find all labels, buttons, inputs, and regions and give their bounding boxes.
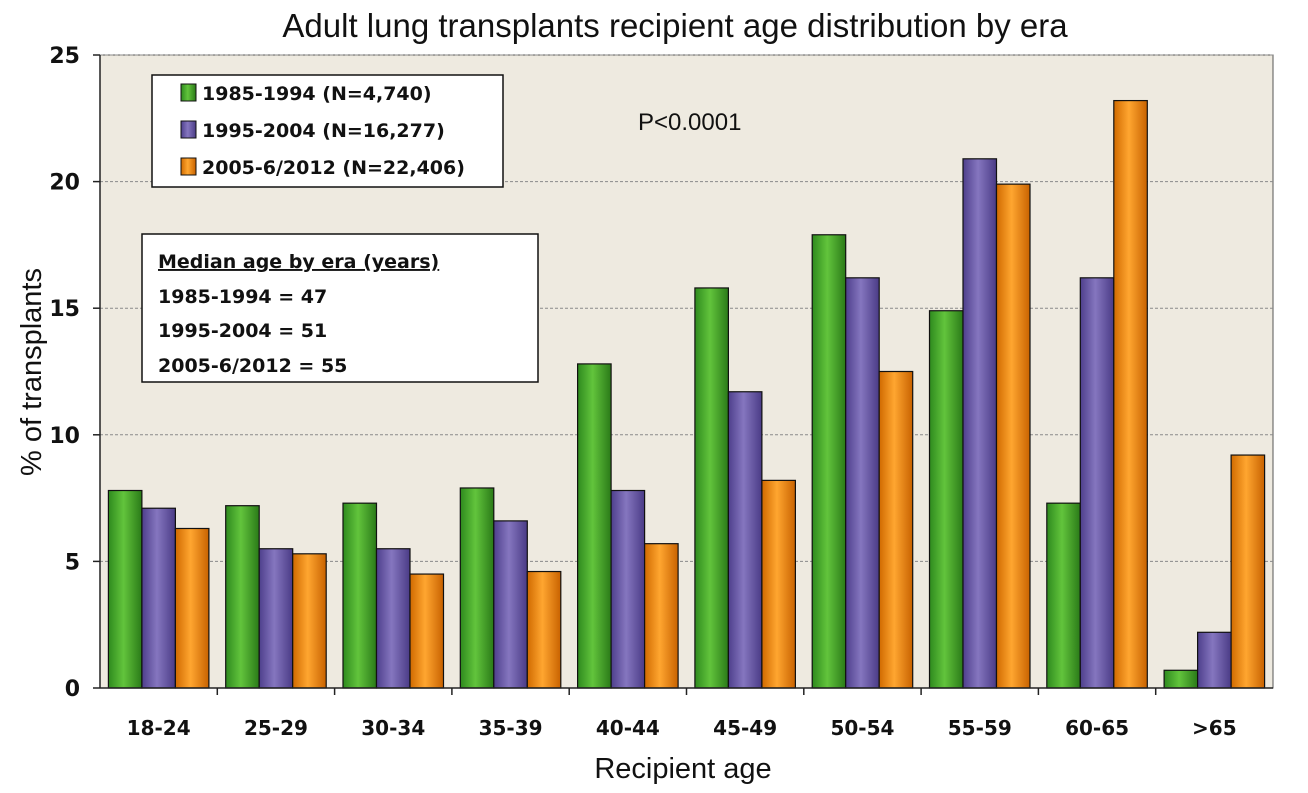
bar-30-34-series-2 <box>409 573 445 689</box>
y-tick-label: 10 <box>49 424 80 449</box>
bar-60-65-series-1 <box>1079 277 1115 689</box>
p-value-annotation: P<0.0001 <box>638 109 741 136</box>
bar-25-29-series-1 <box>258 548 294 689</box>
bar-35-39-series-0 <box>459 487 495 689</box>
bar-45-49-series-1 <box>727 391 763 689</box>
legend-label-2: 2005-6/2012 (N=22,406) <box>202 157 465 179</box>
x-tick-label: 25-29 <box>244 716 308 740</box>
bar-60-65-series-2 <box>1113 99 1148 689</box>
y-tick-label: 25 <box>49 44 80 69</box>
bar-18-24-series-0 <box>107 489 143 689</box>
bar-25-29-series-0 <box>225 505 260 689</box>
bar-35-39-series-1 <box>493 520 528 689</box>
bar-40-44-series-2 <box>643 543 679 689</box>
legend-swatch-0 <box>180 83 197 102</box>
bar-40-44-series-0 <box>576 363 612 689</box>
x-tick-label: 55-59 <box>948 716 1012 740</box>
bar-30-34-series-0 <box>342 502 378 689</box>
y-tick-label: 20 <box>49 171 80 196</box>
legend-swatch-1 <box>180 120 197 139</box>
y-tick-label: 5 <box>65 550 80 575</box>
x-axis-title: Recipient age <box>594 753 771 785</box>
bar-25-29-series-2 <box>292 553 327 689</box>
bar-18-24-series-1 <box>141 507 176 689</box>
bar->65-series-1 <box>1196 631 1232 689</box>
x-tick-label: 35-39 <box>479 716 543 740</box>
bar->65-series-2 <box>1230 454 1266 689</box>
y-axis-title: % of transplants <box>16 268 48 476</box>
x-tick-label: 40-44 <box>596 716 660 740</box>
bar-55-59-series-1 <box>962 158 998 689</box>
bar-50-54-series-1 <box>845 277 880 689</box>
bar-30-34-series-1 <box>375 548 411 689</box>
bar-50-54-series-0 <box>811 234 847 689</box>
bar-35-39-series-2 <box>526 570 562 689</box>
x-tick-label: 18-24 <box>127 716 191 740</box>
legend-swatch-2 <box>180 157 197 176</box>
bar-60-65-series-0 <box>1046 502 1081 689</box>
bar-45-49-series-0 <box>694 287 730 689</box>
bar-50-54-series-2 <box>878 370 914 689</box>
x-tick-label: 60-65 <box>1065 716 1129 740</box>
legend-label-1: 1995-2004 (N=16,277) <box>202 120 445 142</box>
bar-55-59-series-2 <box>995 183 1031 689</box>
y-ticks: 0 5 10 15 20 25 <box>49 44 100 702</box>
median-line-2: 1995-2004 = 51 <box>158 320 327 342</box>
x-tick-label: 30-34 <box>361 716 425 740</box>
x-ticks: 18-24 25-29 30-34 35-39 40-44 45-49 50-54 55-59… <box>127 688 1237 740</box>
median-line-1: 1985-1994 = 47 <box>158 286 327 308</box>
legend: 1985-1994 (N=4,740) 1995-2004 (N=16,277) 2… <box>151 74 504 188</box>
median-box-heading: Median age by era (years) <box>158 251 439 273</box>
x-tick-label: 50-54 <box>830 716 894 740</box>
median-line-3: 2005-6/2012 = 55 <box>158 355 347 377</box>
bar-55-59-series-0 <box>928 310 964 689</box>
bar-40-44-series-1 <box>610 489 646 689</box>
legend-label-0: 1985-1994 (N=4,740) <box>202 83 432 105</box>
y-tick-label: 0 <box>65 677 80 702</box>
x-tick-label: >65 <box>1192 716 1237 740</box>
bar-18-24-series-2 <box>174 527 210 689</box>
y-tick-label: 15 <box>49 297 80 322</box>
bar->65-series-0 <box>1163 669 1199 689</box>
x-tick-label: 45-49 <box>713 716 777 740</box>
bar-45-49-series-2 <box>761 479 797 689</box>
chart-title: Adult lung transplants recipient age dis… <box>282 7 1068 44</box>
median-age-box: Median age by era (years) 1985-1994 = 47… <box>141 233 539 383</box>
